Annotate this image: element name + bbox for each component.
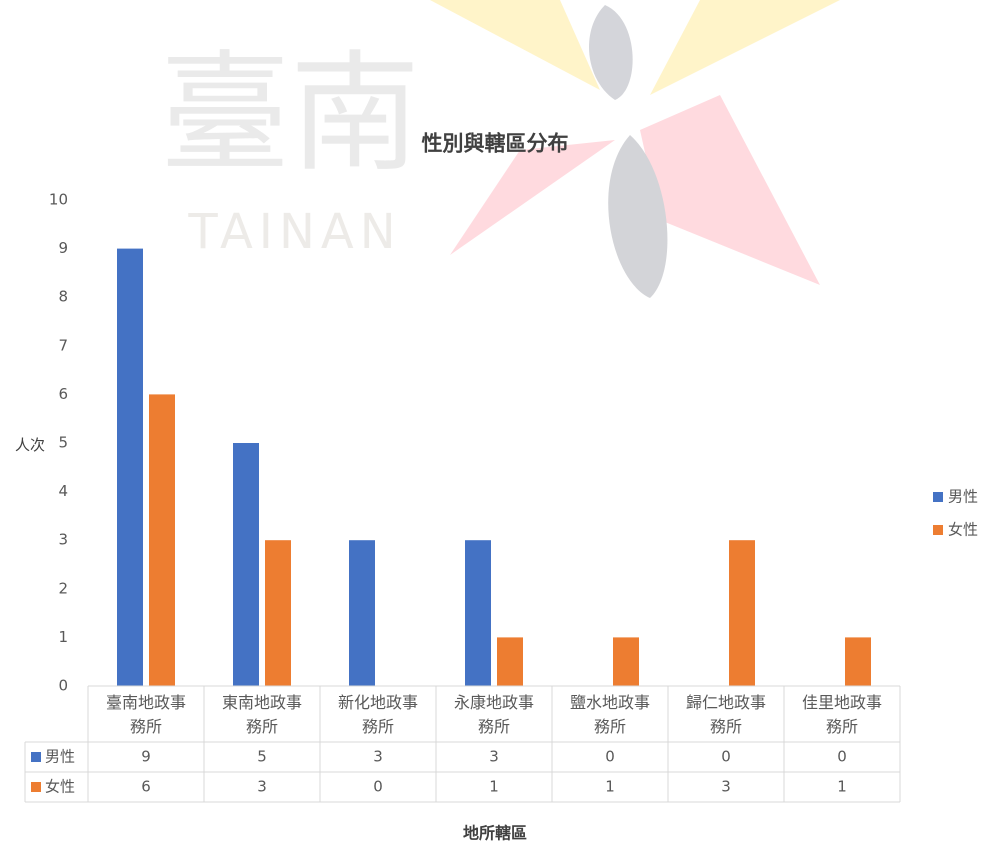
y-tick-label: 1 xyxy=(58,628,68,646)
table-cell: 0 xyxy=(605,748,615,766)
x-axis-title: 地所轄區 xyxy=(463,824,527,843)
table-cell: 9 xyxy=(141,748,151,766)
y-tick-label: 2 xyxy=(58,579,68,597)
y-tick-label: 5 xyxy=(58,434,68,452)
x-tick-label: 鹽水地政事務所 xyxy=(552,688,668,742)
y-tick-label: 10 xyxy=(49,191,68,209)
table-cell: 3 xyxy=(489,748,499,766)
table-cell: 1 xyxy=(489,778,499,796)
x-tick-label: 臺南地政事務所 xyxy=(88,688,204,742)
table-cell: 0 xyxy=(721,748,731,766)
bar xyxy=(149,394,175,686)
legend-key xyxy=(933,492,943,502)
y-tick-label: 3 xyxy=(58,531,68,549)
y-tick-label: 8 xyxy=(58,288,68,306)
table-cell: 1 xyxy=(837,778,847,796)
bar xyxy=(613,637,639,686)
x-tick-label: 永康地政事務所 xyxy=(436,688,552,742)
table-cell: 6 xyxy=(141,778,151,796)
bar xyxy=(845,637,871,686)
y-tick-label: 4 xyxy=(58,482,68,500)
bar xyxy=(497,637,523,686)
watermark-text: TAINAN xyxy=(187,204,401,260)
table-cell: 0 xyxy=(373,778,383,796)
y-tick-label: 6 xyxy=(58,385,68,403)
legend-key xyxy=(933,525,943,535)
watermark-text: 臺南 xyxy=(160,38,420,190)
logo-shape xyxy=(640,95,820,285)
y-tick-label: 9 xyxy=(58,239,68,257)
table-cell: 3 xyxy=(373,748,383,766)
logo-shape xyxy=(650,0,840,95)
bar xyxy=(729,540,755,686)
chart-title: 性別與轄區分布 xyxy=(422,131,569,156)
logo-shape xyxy=(430,0,600,90)
table-cell: 1 xyxy=(605,778,615,796)
y-axis-title: 人次 xyxy=(15,436,45,454)
table-cell: 5 xyxy=(257,748,267,766)
table-cell: 0 xyxy=(837,748,847,766)
table-cell: 3 xyxy=(257,778,267,796)
logo-shape xyxy=(450,140,615,255)
x-tick-label: 東南地政事務所 xyxy=(204,688,320,742)
x-tick-label: 歸仁地政事務所 xyxy=(668,688,784,742)
page: 臺南 TAINAN 性別與轄區分布 人次 地所轄區 012345678910男性… xyxy=(0,0,986,846)
legend-label: 男性 xyxy=(948,488,978,506)
bar xyxy=(265,540,291,686)
bar xyxy=(465,540,491,686)
table-legend-key xyxy=(31,782,41,792)
y-tick-label: 7 xyxy=(58,336,68,354)
table-legend-key xyxy=(31,752,41,762)
legend-label: 女性 xyxy=(948,521,978,539)
x-tick-label: 新化地政事務所 xyxy=(320,688,436,742)
table-cell: 3 xyxy=(721,778,731,796)
bar xyxy=(349,540,375,686)
table-series-name: 女性 xyxy=(45,778,75,796)
table-series-name: 男性 xyxy=(45,748,75,766)
bar xyxy=(233,443,259,686)
x-tick-label: 佳里地政事務所 xyxy=(784,688,900,742)
bar xyxy=(117,249,143,686)
y-tick-label: 0 xyxy=(58,677,68,695)
